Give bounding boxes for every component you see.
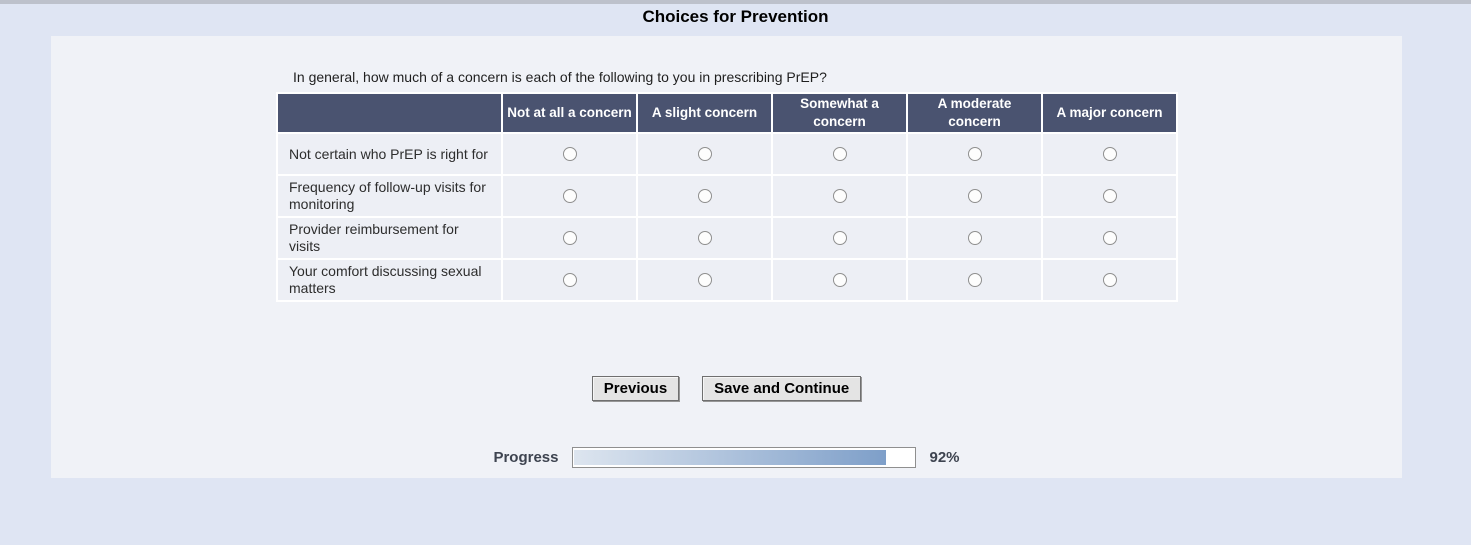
radio-cell bbox=[503, 176, 636, 217]
radio-option[interactable] bbox=[1102, 231, 1117, 246]
question-text: In general, how much of a concern is eac… bbox=[293, 69, 827, 85]
table-row: Your comfort discussing sexual matters bbox=[278, 260, 1176, 301]
matrix-header-row: Not at all a concern A slight concern Some… bbox=[278, 94, 1176, 133]
column-header: A moderate concern bbox=[908, 94, 1041, 133]
button-row: Previous Save and Continue bbox=[51, 376, 1402, 402]
progress-bar-fill bbox=[573, 450, 887, 466]
radio-cell bbox=[503, 134, 636, 175]
radio-option[interactable] bbox=[562, 189, 577, 204]
radio-cell bbox=[638, 218, 771, 259]
row-label: Frequency of follow-up visits for monito… bbox=[278, 176, 501, 217]
radio-cell bbox=[773, 260, 906, 301]
radio-option[interactable] bbox=[562, 231, 577, 246]
matrix-table-body: Not certain who PrEP is right for Frequen… bbox=[278, 134, 1176, 301]
matrix-table: Not at all a concern A slight concern Some… bbox=[276, 92, 1178, 303]
radio-cell bbox=[1043, 218, 1176, 259]
radio-option[interactable] bbox=[697, 147, 712, 162]
column-header: Somewhat a concern bbox=[773, 94, 906, 133]
row-label: Not certain who PrEP is right for bbox=[278, 134, 501, 175]
radio-cell bbox=[638, 176, 771, 217]
matrix-corner-cell bbox=[278, 94, 501, 133]
radio-option[interactable] bbox=[967, 273, 982, 288]
radio-option[interactable] bbox=[562, 273, 577, 288]
radio-cell bbox=[908, 260, 1041, 301]
radio-cell bbox=[503, 218, 636, 259]
table-row: Provider reimbursement for visits bbox=[278, 218, 1176, 259]
radio-cell bbox=[773, 176, 906, 217]
radio-option[interactable] bbox=[832, 231, 847, 246]
radio-cell bbox=[773, 218, 906, 259]
radio-option[interactable] bbox=[697, 231, 712, 246]
column-header: A major concern bbox=[1043, 94, 1176, 133]
row-label: Provider reimbursement for visits bbox=[278, 218, 501, 259]
radio-option[interactable] bbox=[562, 147, 577, 162]
radio-cell bbox=[908, 218, 1041, 259]
radio-option[interactable] bbox=[967, 189, 982, 204]
radio-cell bbox=[908, 176, 1041, 217]
radio-option[interactable] bbox=[832, 273, 847, 288]
radio-cell bbox=[638, 134, 771, 175]
radio-cell bbox=[1043, 134, 1176, 175]
radio-option[interactable] bbox=[697, 273, 712, 288]
page-title: Choices for Prevention bbox=[642, 7, 829, 26]
radio-option[interactable] bbox=[1102, 147, 1117, 162]
table-row: Not certain who PrEP is right for bbox=[278, 134, 1176, 175]
survey-panel: In general, how much of a concern is eac… bbox=[51, 36, 1402, 478]
column-header: Not at all a concern bbox=[503, 94, 636, 133]
progress-bar bbox=[571, 447, 916, 469]
radio-option[interactable] bbox=[1102, 189, 1117, 204]
radio-option[interactable] bbox=[1102, 273, 1117, 288]
table-row: Frequency of follow-up visits for monito… bbox=[278, 176, 1176, 217]
progress-label: Progress bbox=[493, 449, 559, 467]
column-header: A slight concern bbox=[638, 94, 771, 133]
radio-option[interactable] bbox=[967, 231, 982, 246]
top-border-bar bbox=[0, 0, 1471, 4]
radio-cell bbox=[638, 260, 771, 301]
radio-cell bbox=[1043, 260, 1176, 301]
progress-percent: 92% bbox=[929, 449, 960, 467]
radio-cell bbox=[1043, 176, 1176, 217]
row-label: Your comfort discussing sexual matters bbox=[278, 260, 501, 301]
radio-option[interactable] bbox=[967, 147, 982, 162]
previous-button[interactable]: Previous bbox=[591, 376, 680, 402]
radio-option[interactable] bbox=[832, 189, 847, 204]
radio-cell bbox=[503, 260, 636, 301]
radio-option[interactable] bbox=[697, 189, 712, 204]
save-and-continue-button[interactable]: Save and Continue bbox=[702, 376, 862, 402]
radio-cell bbox=[773, 134, 906, 175]
radio-cell bbox=[908, 134, 1041, 175]
radio-option[interactable] bbox=[832, 147, 847, 162]
progress-section: Progress 92% bbox=[51, 447, 1402, 469]
